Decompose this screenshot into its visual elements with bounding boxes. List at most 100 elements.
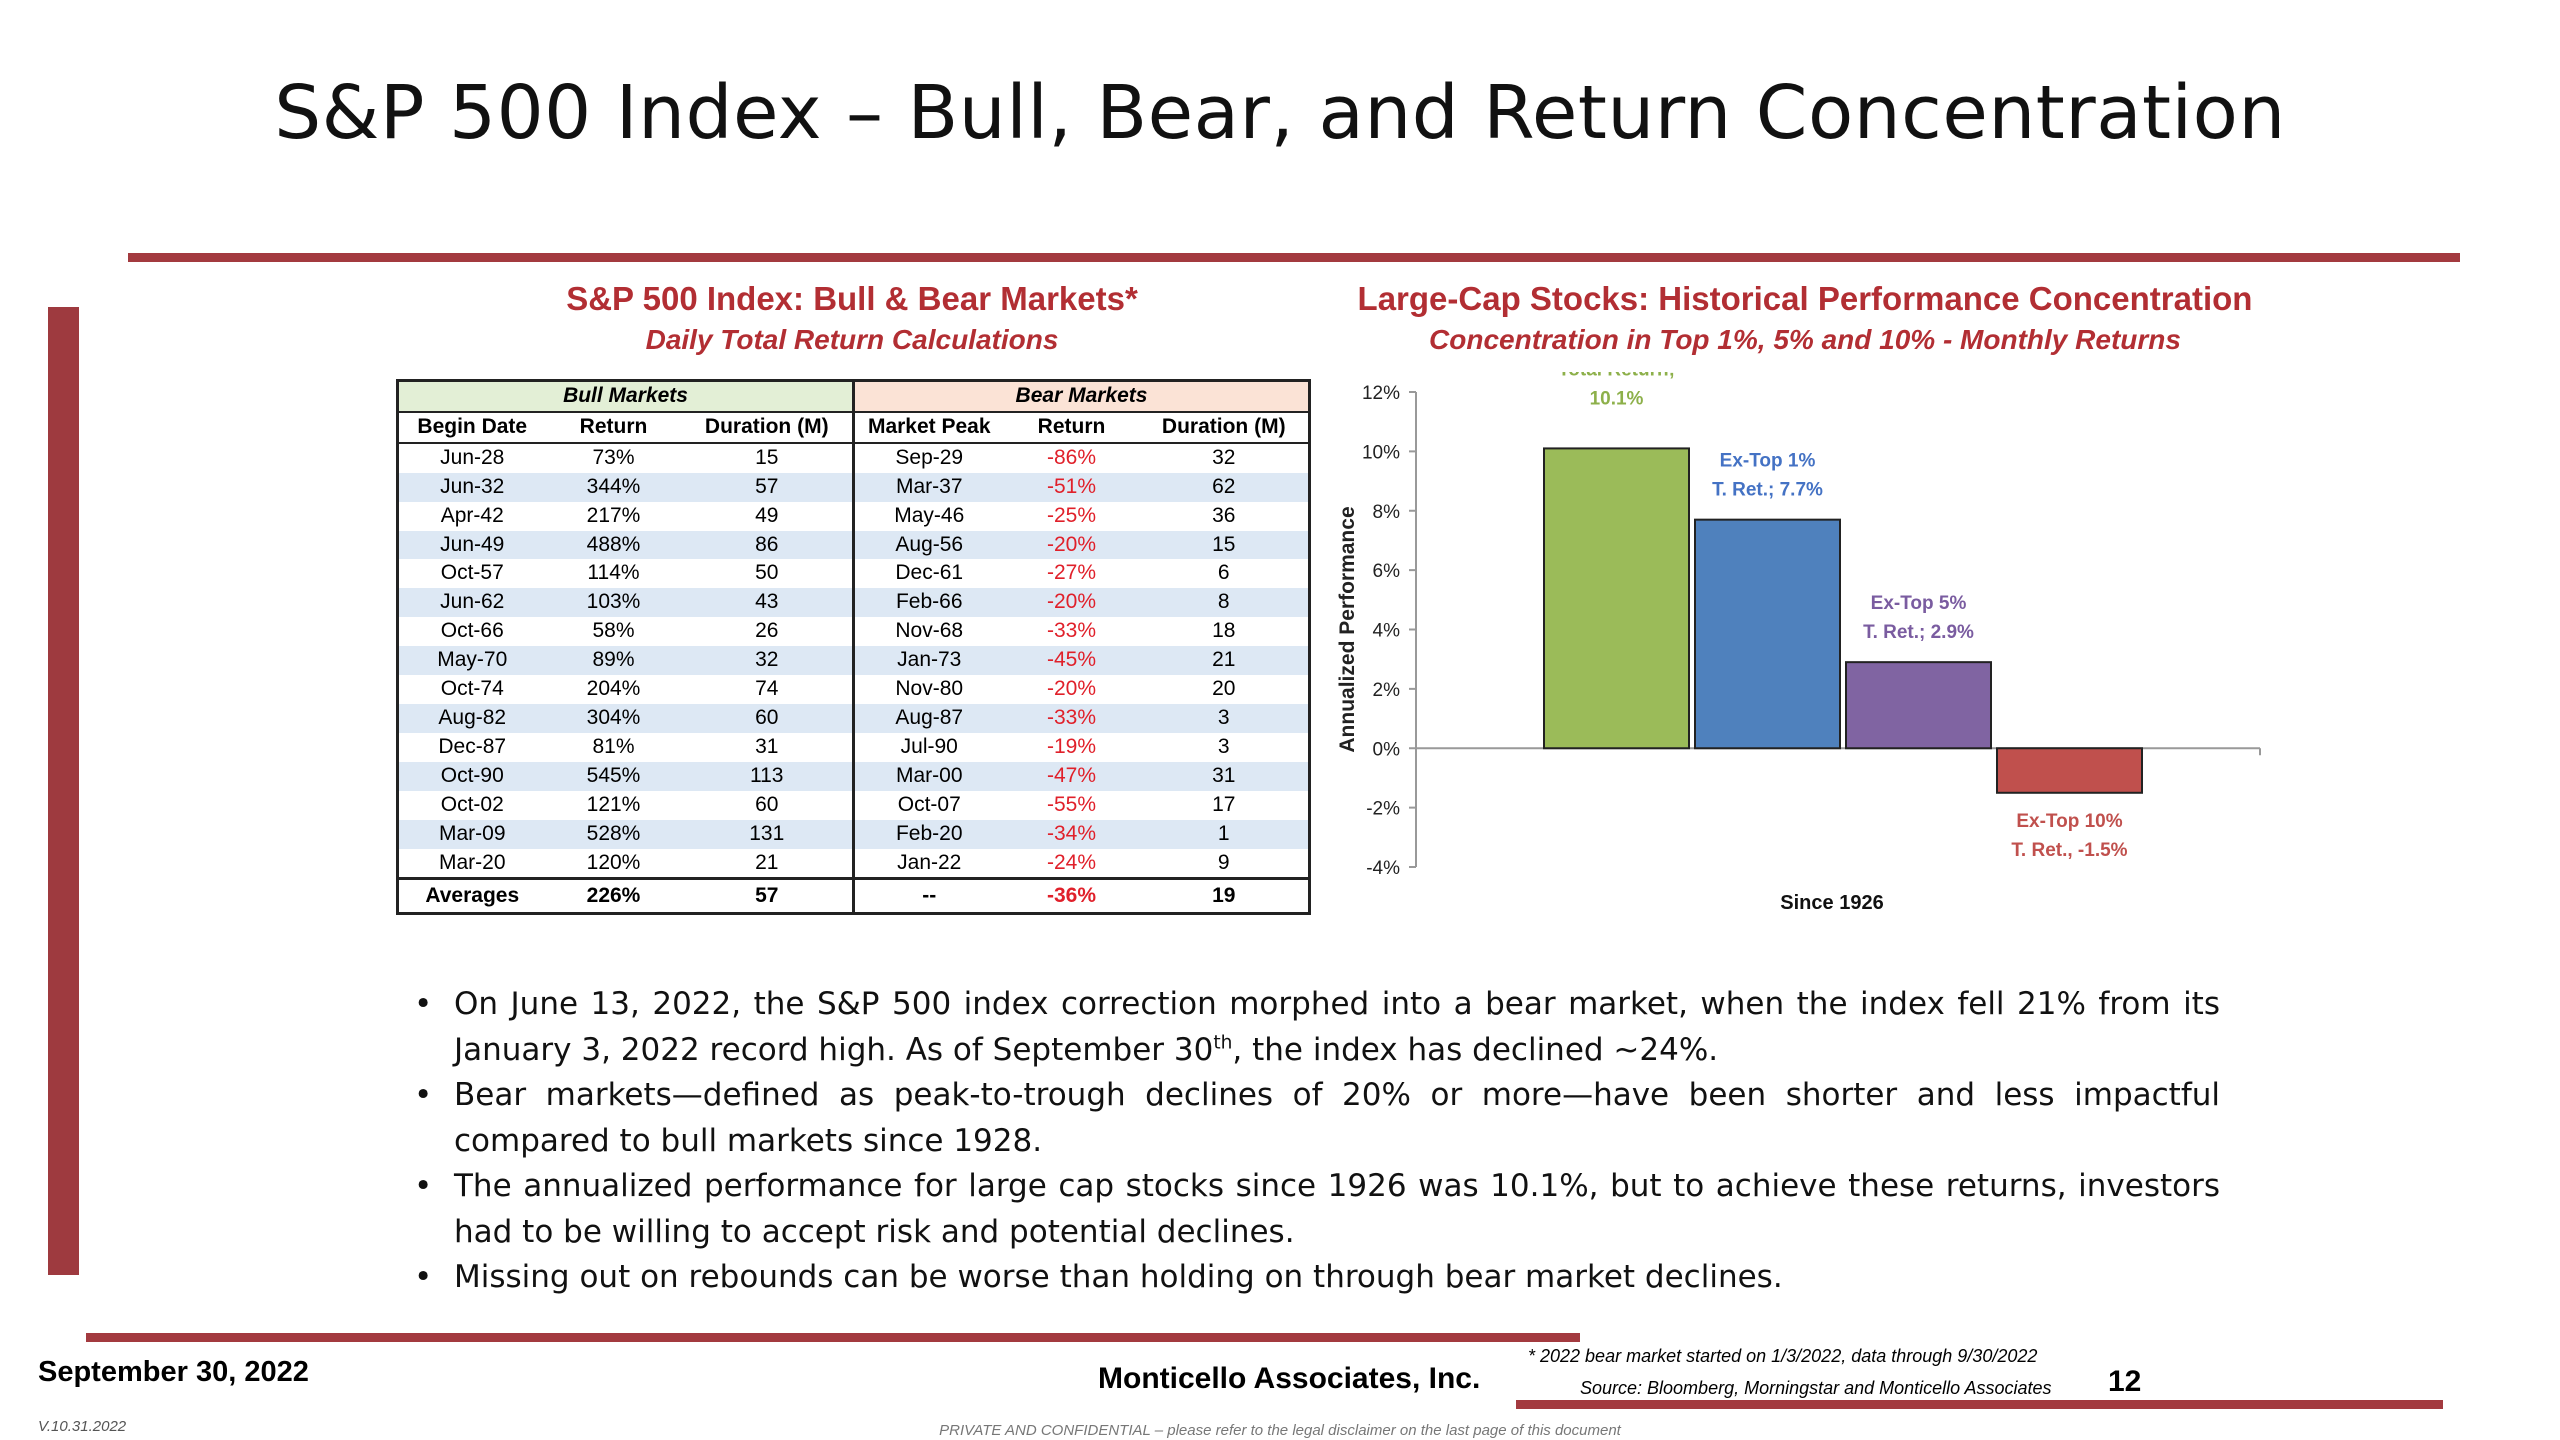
- bull-duration-cell: 60: [681, 703, 854, 733]
- begin-date-cell: Mar-09: [397, 819, 546, 849]
- bullet-item: Bear markets—defined as peak-to-trough d…: [410, 1073, 2220, 1164]
- bear-duration-cell: 8: [1139, 588, 1310, 618]
- market-peak-cell: Sep-29: [852, 442, 1004, 473]
- bull-duration-cell: 60: [681, 790, 854, 820]
- table-row: Oct-57 114% 50 Dec-61 -27% 6: [397, 559, 1310, 589]
- avg-bull-return: 226%: [545, 877, 682, 914]
- market-peak-cell: Aug-56: [852, 530, 1004, 560]
- bull-return-cell: 89%: [545, 646, 682, 676]
- left-accent-bar: [48, 307, 79, 1275]
- avg-market-peak: --: [852, 877, 1004, 914]
- bull-duration-cell: 57: [681, 472, 854, 502]
- bull-duration-cell: 131: [681, 819, 854, 849]
- commentary: On June 13, 2022, the S&P 500 index corr…: [410, 982, 2220, 1301]
- y-axis-title: Annualized Performance: [1336, 506, 1359, 752]
- market-peak-cell: Mar-37: [852, 472, 1004, 502]
- company-name: Monticello Associates, Inc.: [1098, 1362, 1481, 1395]
- y-tick-label: 12%: [1362, 383, 1400, 404]
- bear-return-cell: -20%: [1003, 588, 1140, 618]
- col-bear-duration: Duration (M): [1139, 411, 1310, 444]
- bull-return-cell: 120%: [545, 848, 682, 879]
- begin-date-cell: Dec-87: [397, 732, 546, 762]
- begin-date-cell: Oct-57: [397, 559, 546, 589]
- footnote-bear-market: * 2022 bear market started on 1/3/2022, …: [1528, 1346, 2038, 1366]
- bull-return-cell: 58%: [545, 617, 682, 647]
- bull-bear-table: Bull Markets Bear Markets Begin Date Ret…: [396, 379, 1311, 916]
- market-peak-cell: Jan-22: [852, 848, 1004, 879]
- y-tick-label: 6%: [1373, 561, 1401, 582]
- bull-return-cell: 103%: [545, 588, 682, 618]
- bull-return-cell: 344%: [545, 472, 682, 502]
- bull-return-cell: 545%: [545, 761, 682, 791]
- bull-duration-cell: 15: [681, 442, 854, 473]
- bull-return-cell: 204%: [545, 675, 682, 704]
- y-tick-label: -2%: [1366, 799, 1400, 820]
- col-market-peak: Market Peak: [852, 411, 1004, 444]
- market-peak-cell: Nov-80: [852, 675, 1004, 704]
- begin-date-cell: Jun-49: [397, 530, 546, 560]
- col-bull-duration: Duration (M): [681, 411, 854, 444]
- bear-duration-cell: 9: [1139, 848, 1310, 879]
- bar-0: [1543, 447, 1690, 750]
- bear-return-cell: -20%: [1003, 530, 1140, 560]
- avg-bear-duration: 19: [1139, 877, 1310, 914]
- bear-duration-cell: 21: [1139, 646, 1310, 676]
- bear-duration-cell: 62: [1139, 472, 1310, 502]
- avg-bear-return: -36%: [1003, 877, 1140, 914]
- bear-return-cell: -51%: [1003, 472, 1140, 502]
- performance-concentration-chart: 12% 10% 8% 6% 4% 2% 0% -2% -4% Annualized Perform…: [1336, 372, 2261, 914]
- bull-return-cell: 73%: [545, 442, 682, 473]
- table-row: May-70 89% 32 Jan-73 -45% 21: [397, 646, 1310, 676]
- table-row: Apr-42 217% 49 May-46 -25% 36: [397, 501, 1310, 531]
- bull-return-cell: 121%: [545, 790, 682, 820]
- begin-date-cell: Oct-66: [397, 617, 546, 647]
- bear-return-cell: -34%: [1003, 819, 1140, 849]
- data-label: T. Ret.; 2.9%: [1863, 622, 1974, 643]
- bear-return-cell: -33%: [1003, 703, 1140, 733]
- begin-date-cell: Mar-20: [397, 848, 546, 879]
- top-divider: [128, 253, 2460, 262]
- data-label: 10.1%: [1590, 388, 1644, 409]
- bear-return-cell: -25%: [1003, 501, 1140, 531]
- market-peak-cell: Aug-87: [852, 703, 1004, 733]
- bull-duration-cell: 50: [681, 559, 854, 589]
- table-row: Jun-62 103% 43 Feb-66 -20% 8: [397, 588, 1310, 618]
- market-peak-cell: Jul-90: [852, 732, 1004, 762]
- data-label: T. Ret., -1.5%: [2011, 840, 2127, 861]
- bear-return-cell: -55%: [1003, 790, 1140, 820]
- market-peak-cell: Mar-00: [852, 761, 1004, 791]
- begin-date-cell: Jun-32: [397, 472, 546, 502]
- bull-bear-table-container: Bull Markets Bear Markets Begin Date Ret…: [396, 379, 1311, 916]
- bull-return-cell: 217%: [545, 501, 682, 531]
- bar-1: [1694, 518, 1841, 750]
- bottom-divider-right: [1516, 1400, 2443, 1409]
- y-tick-label: 0%: [1373, 739, 1401, 760]
- bear-duration-cell: 20: [1139, 675, 1310, 704]
- x-axis-title: Since 1926: [1780, 892, 1883, 914]
- begin-date-cell: May-70: [397, 646, 546, 676]
- data-label: Ex-Top 1%: [1720, 451, 1816, 472]
- col-begin-date: Begin Date: [397, 411, 546, 444]
- table-row: Jun-32 344% 57 Mar-37 -51% 62: [397, 472, 1310, 502]
- bear-duration-cell: 15: [1139, 530, 1310, 560]
- market-peak-cell: Oct-07: [852, 790, 1004, 820]
- bar-2: [1845, 661, 1992, 750]
- bullet-item: The annualized performance for large cap…: [410, 1164, 2220, 1255]
- table-row: Dec-87 81% 31 Jul-90 -19% 3: [397, 732, 1310, 762]
- table-row: Oct-90 545% 113 Mar-00 -47% 31: [397, 761, 1310, 791]
- report-date: September 30, 2022: [38, 1356, 309, 1388]
- bear-duration-cell: 1: [1139, 819, 1310, 849]
- bear-duration-cell: 32: [1139, 442, 1310, 473]
- bear-return-cell: -47%: [1003, 761, 1140, 791]
- bar-3: [1996, 747, 2143, 794]
- table-subheading: Daily Total Return Calculations: [645, 324, 1059, 355]
- data-label: Total Return;: [1558, 372, 1675, 380]
- chart-subheading: Concentration in Top 1%, 5% and 10% - Mo…: [1429, 324, 2181, 355]
- table-row: Aug-82 304% 60 Aug-87 -33% 3: [397, 703, 1310, 733]
- bull-return-cell: 488%: [545, 530, 682, 560]
- avg-label: Averages: [397, 877, 546, 914]
- bull-duration-cell: 43: [681, 588, 854, 618]
- bull-duration-cell: 21: [681, 848, 854, 879]
- bear-duration-cell: 17: [1139, 790, 1310, 820]
- data-label: Ex-Top 10%: [2016, 811, 2122, 832]
